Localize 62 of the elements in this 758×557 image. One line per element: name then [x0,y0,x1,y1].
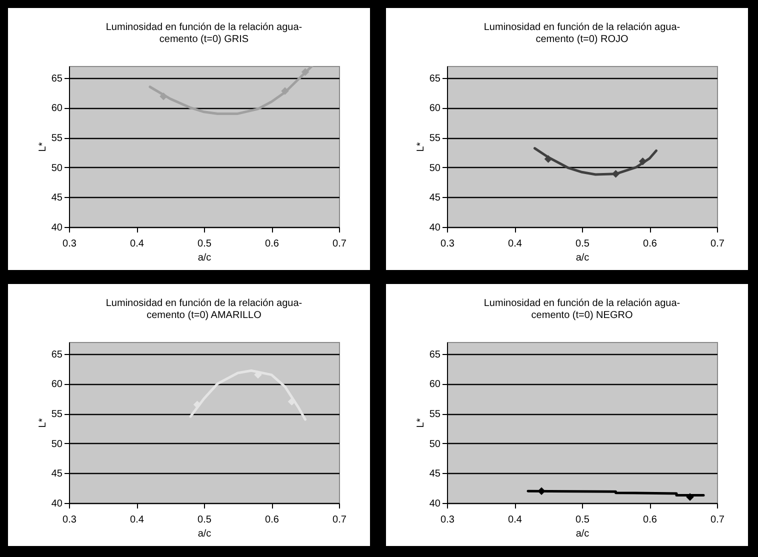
x-tick-label: 0.7 [332,514,347,526]
y-axis-title: L* [37,418,48,428]
chart-title: Luminosidad en función de la relación agua-cemento (t=0) AMARILLO [106,298,302,321]
x-tick-label: 0.5 [198,514,212,526]
x-tick-label: 0.7 [710,514,725,526]
y-tick-label: 60 [51,103,63,114]
y-tick-label: 40 [429,498,441,510]
x-tick-label: 0.6 [265,238,280,250]
y-tick-label: 45 [429,192,441,204]
x-tick-label: 0.4 [508,238,522,250]
point [638,158,647,166]
x-axis-title: a/c [198,528,212,540]
y-tick-label: 45 [429,468,441,480]
y-tick-label: 60 [51,379,63,390]
y-tick-label: 60 [429,379,441,390]
y-tick-label: 40 [51,498,63,510]
chart-title: Luminosidad en función de la relación agua-cemento (t=0) ROJO [484,22,680,45]
x-axis-title: a/c [198,252,212,264]
x-tick-label: 0.3 [440,514,455,526]
x-tick-label: 0.4 [508,514,522,526]
y-tick-label: 50 [429,438,441,450]
y-tick-label: 45 [51,192,63,204]
x-tick-label: 0.5 [198,238,212,250]
y-tick-label: 65 [429,349,441,360]
y-tick-label: 50 [429,162,441,174]
y-tick-label: 50 [51,162,63,174]
x-tick-label: 0.6 [643,514,658,526]
y-tick-label: 55 [51,133,63,144]
x-tick-label: 0.5 [576,238,590,250]
y-tick-label: 50 [51,438,63,450]
x-axis-title: a/c [576,528,590,540]
chart-title: Luminosidad en función de la relación agua-cemento (t=0) NEGRO [484,298,680,321]
x-tick-label: 0.5 [576,514,590,526]
x-axis-title: a/c [576,252,590,264]
point [301,68,310,76]
x-tick-label: 0.7 [332,238,347,250]
line-series [189,369,306,421]
point [281,87,289,95]
x-tick-label: 0.4 [130,238,144,250]
y-tick-label: 65 [429,73,441,84]
y-tick-label: 55 [429,133,441,144]
line-series [148,66,314,115]
point [612,170,620,178]
x-tick-label: 0.6 [643,238,658,250]
x-tick-label: 0.3 [440,238,455,250]
x-tick-label: 0.7 [710,238,725,250]
y-tick-label: 40 [51,222,63,234]
x-tick-label: 0.4 [130,514,144,526]
x-tick-label: 0.3 [62,514,77,526]
y-tick-label: 45 [51,468,63,480]
chart-title: Luminosidad en función de la relación agua-cemento (t=0) GRIS [106,22,302,45]
y-tick-label: 65 [51,349,63,360]
x-tick-label: 0.3 [62,238,77,250]
x-tick-label: 0.6 [265,514,280,526]
y-axis-title: L* [37,142,48,152]
y-tick-label: 60 [429,103,441,114]
y-tick-label: 55 [429,409,441,420]
y-axis-title: L* [415,142,426,152]
y-tick-label: 40 [429,222,441,234]
y-tick-label: 65 [51,73,63,84]
y-tick-label: 55 [51,409,63,420]
y-axis-title: L* [415,418,426,428]
